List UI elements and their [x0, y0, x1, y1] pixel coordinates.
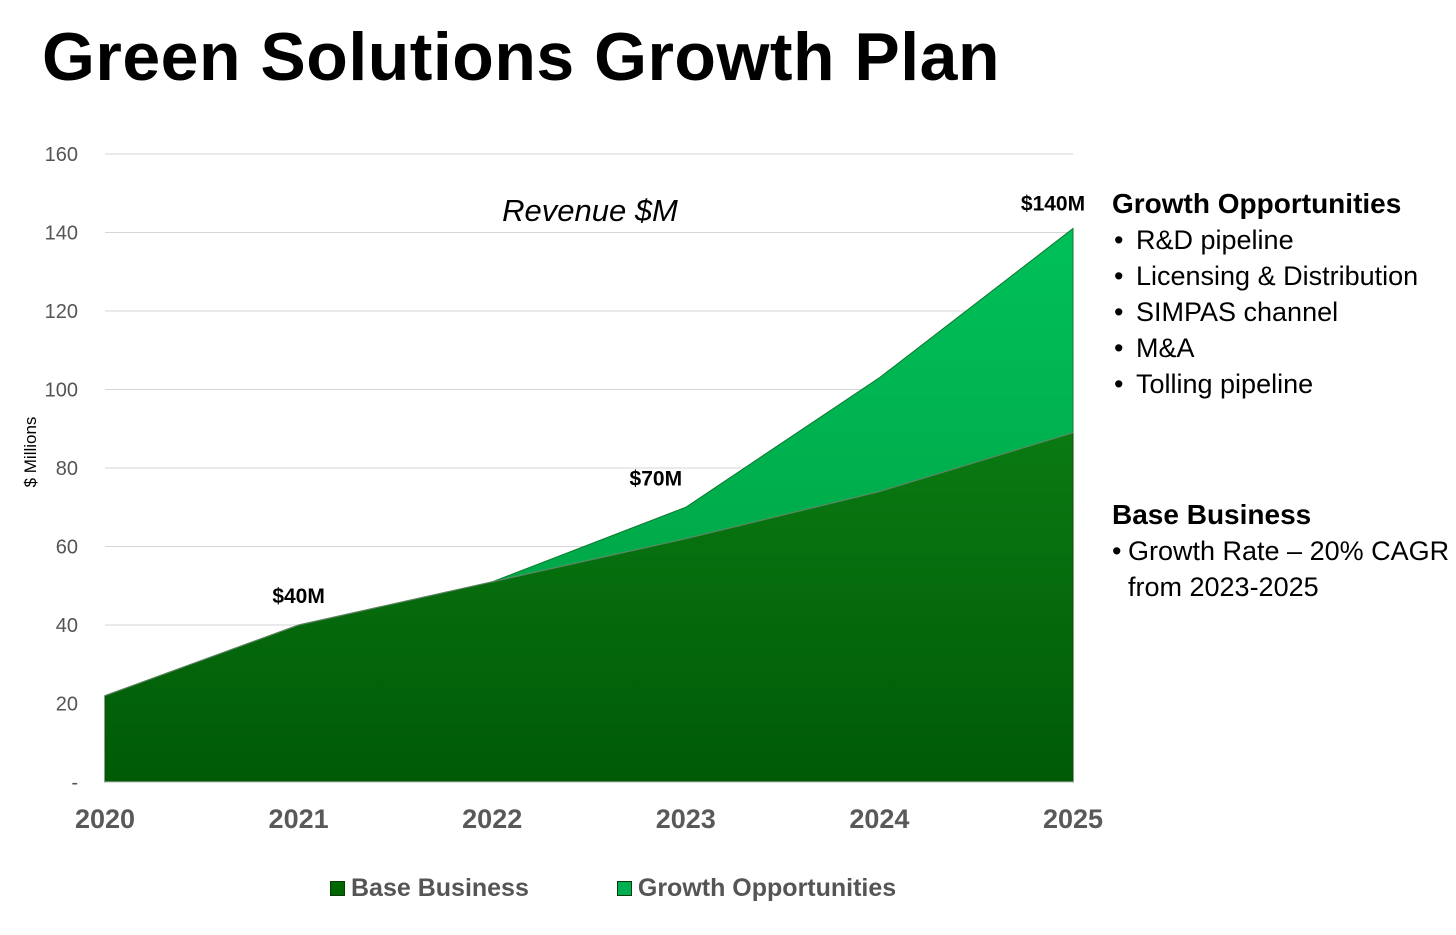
list-item: Licensing & Distribution [1112, 258, 1456, 294]
list-item: M&A [1112, 330, 1456, 366]
legend-label: Growth Opportunities [637, 874, 897, 902]
y-tick-label: 60 [56, 537, 78, 559]
base-business-list: Growth Rate – 20% CAGR from 2023-2025 [1112, 533, 1456, 605]
legend-item-base-business: Base Business [330, 874, 529, 903]
growth-opportunities-panel: Growth Opportunities R&D pipeline Licens… [1112, 186, 1456, 402]
legend-item-growth-opportunities: Growth Opportunities [616, 874, 897, 903]
y-tick-label: 80 [56, 458, 78, 480]
legend-label: Base Business [351, 874, 529, 902]
area-base-business [104, 432, 1074, 783]
base-business-line [104, 432, 1074, 697]
data-label: $140M [1021, 193, 1085, 216]
base-business-panel: Base Business Growth Rate – 20% CAGR fro… [1112, 497, 1456, 605]
growth-opportunities-list: R&D pipeline Licensing & Distribution SI… [1112, 222, 1456, 402]
chart-title: Revenue $M [502, 193, 678, 228]
y-axis-label: $ Millions [21, 417, 40, 488]
page-title: Green Solutions Growth Plan [42, 19, 1001, 95]
data-label: $40M [272, 585, 325, 608]
y-tick-label: 40 [56, 615, 78, 637]
base-business-heading: Base Business [1112, 499, 1312, 530]
y-tick-label: 20 [56, 694, 78, 716]
list-item: R&D pipeline [1112, 222, 1456, 258]
chart-legend: Base Business Growth Opportunities [330, 874, 896, 903]
x-tick-label: 2020 [75, 804, 135, 834]
y-tick-label: - [71, 772, 78, 794]
x-tick-label: 2021 [269, 804, 329, 834]
x-tick-label: 2022 [462, 804, 522, 834]
y-tick-label: 160 [45, 144, 78, 166]
y-tick-label: 100 [45, 380, 78, 402]
list-item: Growth Rate – 20% CAGR from 2023-2025 [1112, 533, 1456, 605]
x-tick-label: 2024 [849, 804, 909, 834]
list-item: SIMPAS channel [1112, 294, 1456, 330]
legend-swatch-base [330, 881, 345, 896]
x-tick-label: 2023 [656, 804, 716, 834]
x-tick-label: 2025 [1043, 804, 1103, 834]
data-label: $70M [630, 467, 683, 490]
list-item: Tolling pipeline [1112, 366, 1456, 402]
y-tick-label: 140 [45, 223, 78, 245]
y-tick-label: 120 [45, 301, 78, 323]
legend-swatch-growth [616, 881, 632, 896]
growth-opportunities-heading: Growth Opportunities [1112, 188, 1402, 219]
